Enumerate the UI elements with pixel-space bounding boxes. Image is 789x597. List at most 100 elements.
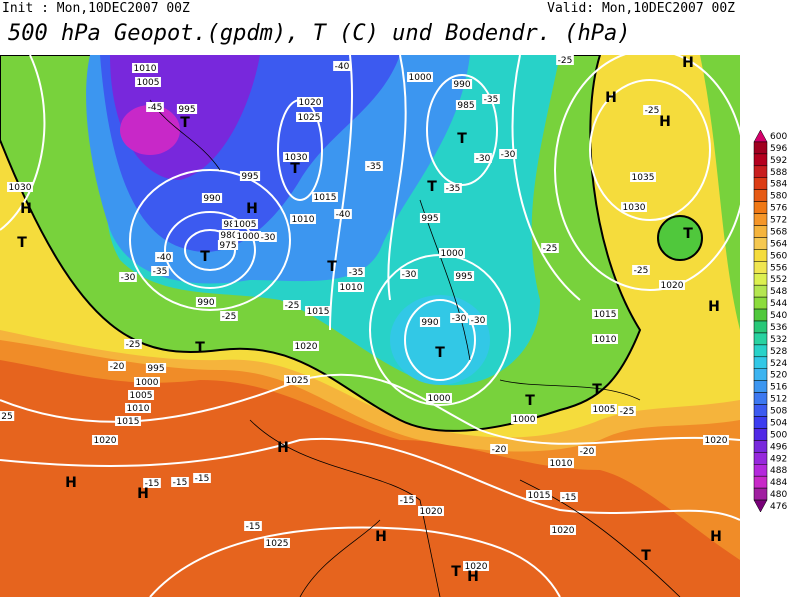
pressure-label-text: 975 [219, 241, 236, 251]
pressure-center: T [195, 340, 205, 356]
temperature-label-text: -25 [222, 312, 237, 322]
temperature-label-text: -25 [543, 244, 558, 254]
colorbar-label: 564 [770, 239, 787, 249]
temperature-label-box [482, 94, 500, 104]
pressure-label-text: 995 [178, 105, 195, 115]
pressure-label-box [201, 193, 223, 203]
pressure-label: 1005 [591, 404, 617, 415]
colorbar-swatch [753, 308, 768, 322]
field [700, 55, 740, 330]
colorbar-swatch [753, 404, 768, 417]
pressure-center: H [659, 114, 671, 130]
pressure-label-box [548, 458, 574, 468]
temperature-label: -15 [193, 473, 211, 484]
temperature-label-text: -15 [145, 479, 160, 489]
pressure-center: H [375, 529, 387, 545]
pressure-label-text: 1030 [623, 203, 646, 213]
colorbar-arrow [753, 129, 768, 143]
temperature-label-text: -30 [476, 154, 491, 164]
temperature-label-box [119, 272, 137, 282]
pressure-label-text: 980 [220, 231, 237, 241]
pressure-label: 995 [145, 363, 167, 374]
pressure-label: 995 [176, 104, 198, 115]
temperature-label-box [259, 232, 277, 242]
pressure-center: H [682, 55, 694, 71]
colorbar-label: 560 [770, 251, 787, 261]
colorbar-label: 512 [770, 395, 787, 405]
pressure-label: 1010 [338, 282, 364, 293]
pressure-label-box [135, 77, 161, 87]
temperature-label-text: -15 [246, 522, 261, 532]
pressure-label: 1020 [463, 561, 489, 572]
pressure-label-box [217, 240, 239, 250]
pressure-label: 1015 [312, 192, 338, 203]
temperature-label-box [333, 61, 351, 71]
colorbar-swatch [753, 201, 768, 214]
pressure-label: 1000 [426, 393, 452, 404]
pressure-label-box [283, 152, 309, 162]
pressure-center: T [641, 548, 651, 564]
temperature-label: -30 [450, 313, 468, 324]
pressure-label: 985 [455, 100, 477, 111]
pressure-label-text: 1005 [137, 78, 160, 88]
temperature-label-box [541, 243, 559, 253]
colorbar-swatch [753, 356, 768, 369]
temperature-label: -25 [632, 265, 650, 276]
pressure-label-box [455, 100, 477, 110]
temperature-label: -25 [556, 55, 574, 66]
colorbar-label: 516 [770, 383, 787, 393]
colorbar-label: 580 [770, 192, 787, 202]
pressure-label-text: 995 [421, 214, 438, 224]
colorbar-swatch [753, 273, 768, 286]
temperature-label-box [283, 300, 301, 310]
pressure-label-box [407, 72, 433, 82]
colorbar-swatch [753, 177, 768, 190]
temperature-label-text: -20 [492, 445, 507, 455]
temperature-label-box [643, 105, 661, 115]
temperature-label-box [400, 269, 418, 279]
temperature-label-box [0, 411, 15, 421]
colorbar-label: 536 [770, 323, 787, 333]
pressure-label: 1010 [290, 214, 316, 225]
pressure-label-text: 1005 [593, 405, 616, 415]
pressure-label-box [305, 306, 331, 316]
temperature-label: -25 [541, 243, 559, 254]
pressure-label-box [592, 334, 618, 344]
pressure-label: 1020 [659, 280, 685, 291]
init-time: Init : Mon,10DEC2007 00Z [2, 1, 190, 16]
pressure-label-box [284, 375, 310, 385]
temperature-label: -15 [560, 492, 578, 503]
temperature-label-text: -25 [285, 301, 300, 311]
temperature-label-box [560, 492, 578, 502]
pressure-label-text: 1020 [94, 436, 117, 446]
pressure-label-text: 1020 [295, 342, 318, 352]
colorbar-label: 500 [770, 430, 787, 440]
pressure-label-box [145, 363, 167, 373]
pressure-label-text: 1010 [134, 64, 157, 74]
pressure-center: T [200, 249, 210, 265]
pressure-center: T [457, 131, 467, 147]
pressure-label-text: 1005 [234, 220, 257, 230]
pressure-label-text: 1010 [550, 459, 573, 469]
pressure-label: 990 [451, 79, 473, 90]
colorbar-label: 588 [770, 168, 787, 178]
colorbar-label: 592 [770, 156, 787, 166]
pressure-label-box [338, 282, 364, 292]
pressure-label: 1020 [550, 525, 576, 536]
pressure-label-text: 995 [147, 364, 164, 374]
pressure-label: 1005 [128, 390, 154, 401]
temperature-label: -25 [643, 105, 661, 116]
temperature-label-box [499, 149, 517, 159]
temperature-label-text: -30 [121, 273, 136, 283]
temperature-label-text: -25 [558, 56, 573, 66]
pressure-label: 995 [239, 171, 261, 182]
temperature-label-text: -45 [148, 103, 163, 113]
temperature-label-box [632, 265, 650, 275]
temperature-label: -15 [143, 478, 161, 489]
pressure-label: 995 [419, 213, 441, 224]
pressure-label-box [451, 79, 473, 89]
pressure-label: 1015 [526, 490, 552, 501]
temperature-label-box [244, 521, 262, 531]
pressure-label-text: 995 [241, 172, 258, 182]
